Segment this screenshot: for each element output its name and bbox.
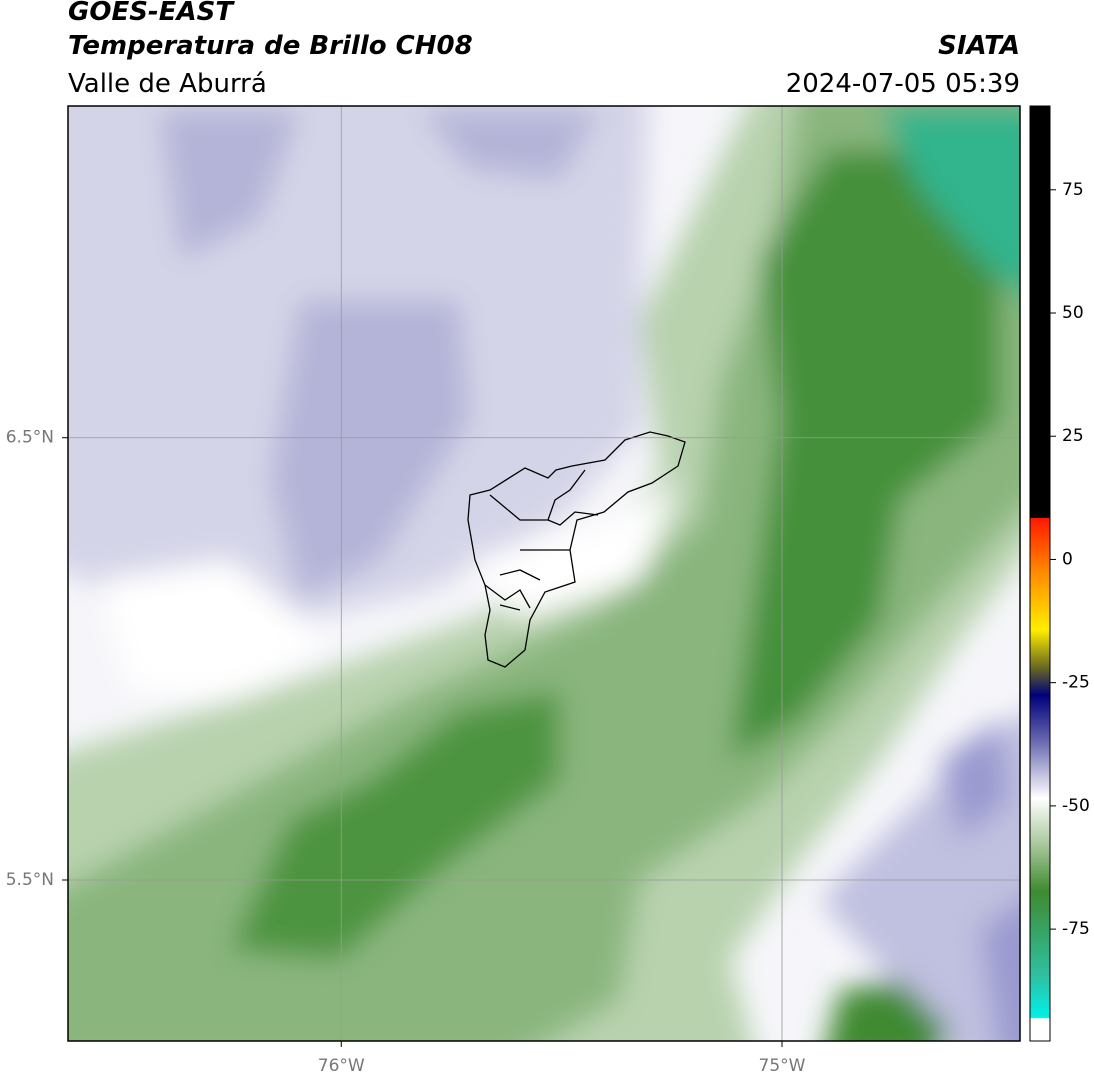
x-tick-label: 76°W (318, 1056, 365, 1076)
colorbar-tick-label: 50 (1062, 303, 1084, 323)
colorbar-tick-label: -25 (1062, 673, 1090, 693)
colorbar-tick-label: 0 (1062, 549, 1073, 569)
map-frame (67, 105, 1021, 1042)
y-tick-label: 6.5°N (6, 428, 54, 448)
colorbar-tick-label: -50 (1062, 796, 1090, 816)
grid (68, 106, 1020, 1041)
source: SIATA (938, 31, 1020, 61)
colorbar-tick-label: -75 (1062, 919, 1090, 939)
colorbar (1029, 105, 1051, 1042)
y-tick-label: 5.5°N (6, 870, 54, 890)
x-tick-label: 75°W (759, 1056, 806, 1076)
municipal-boundaries (467, 431, 686, 668)
title: GOES-EAST (68, 0, 235, 27)
subtitle: Temperatura de Brillo CH08 (68, 31, 473, 61)
satellite-image (68, 106, 1020, 1041)
colorbar-tick-label: 75 (1062, 180, 1084, 200)
region: Valle de Aburrá (68, 69, 267, 99)
datetime: 2024-07-05 05:39 (786, 69, 1020, 99)
colorbar-tick-label: 25 (1062, 426, 1084, 446)
